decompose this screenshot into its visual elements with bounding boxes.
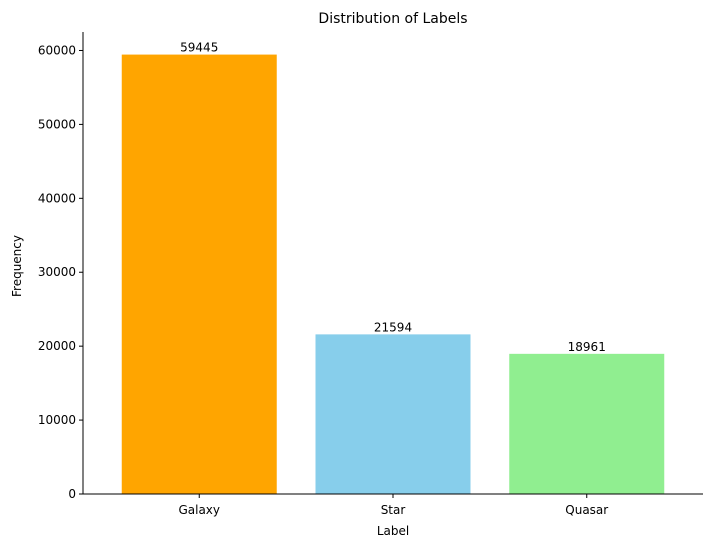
data-label-quasar: 18961 [568,340,606,354]
y-tick-label: 30000 [38,265,76,279]
x-tick-label-quasar: Quasar [565,503,608,517]
bar-quasar [509,353,665,494]
y-tick-label: 60000 [38,43,76,57]
data-labels: 59445 21594 18961 [180,41,606,354]
bar-star [315,334,471,494]
y-tick-label: 40000 [38,191,76,205]
bar-galaxy [121,54,277,495]
y-tick-label: 10000 [38,413,76,427]
y-axis-label: Frequency [10,235,24,297]
y-tick-label: 20000 [38,339,76,353]
x-tick-label-galaxy: Galaxy [178,503,220,517]
bars [121,54,665,495]
data-label-star: 21594 [374,320,412,334]
x-axis-label: Label [377,524,409,538]
chart-title: Distribution of Labels [318,11,467,27]
data-label-galaxy: 59445 [180,41,218,55]
y-tick-label: 0 [68,487,76,501]
y-tick-label: 50000 [38,117,76,131]
x-axis: Galaxy Star Quasar [178,494,608,517]
y-axis: 0 10000 20000 30000 40000 50000 60000 [38,43,83,501]
x-tick-label-star: Star [381,503,406,517]
